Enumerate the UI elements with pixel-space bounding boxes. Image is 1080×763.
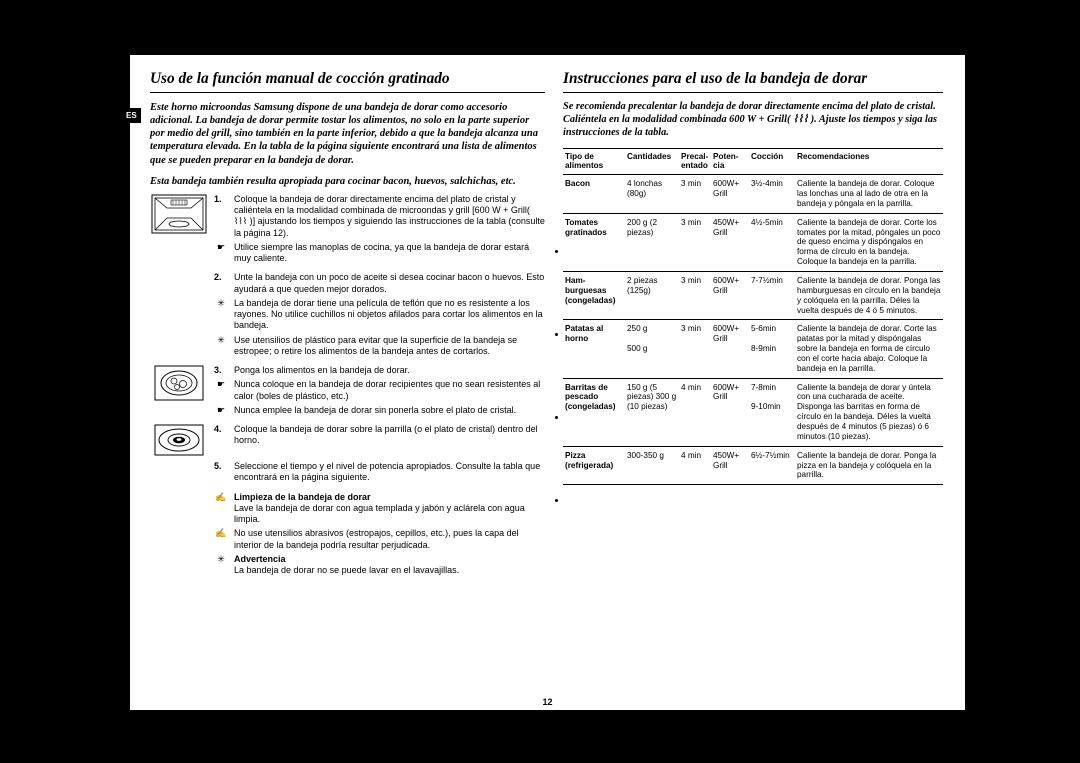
cell-preheat: 3 min	[679, 320, 711, 378]
cell-power: 450W+ Grill	[711, 213, 749, 271]
cell-preheat: 3 min	[679, 175, 711, 214]
step-4: 4.Coloque la bandeja de dorar sobre la p…	[150, 424, 545, 456]
cell-rec: Caliente la bandeja de dorar. Coloque la…	[795, 175, 943, 214]
cell-cook: 4½-5min	[749, 213, 795, 271]
warn-bullet1: No use utensilios abrasivos (estropajos,…	[234, 528, 545, 551]
cell-cook: 7-7½min	[749, 272, 795, 320]
step5-text: Seleccione el tiempo y el nivel de poten…	[234, 461, 545, 484]
microwave-interior-icon	[150, 194, 208, 268]
th-power: Poten-cia	[711, 148, 749, 175]
cell-qty: 300-350 g	[625, 446, 679, 485]
cell-qty: 4 lonchas (80g)	[625, 175, 679, 214]
cell-rec: Caliente la bandeja de dorar. Ponga las …	[795, 272, 943, 320]
table-row: Barritas de pescado (congeladas)150 g (5…	[563, 378, 943, 446]
cell-power: 600W+ Grill	[711, 175, 749, 214]
left-heading: Uso de la función manual de cocción grat…	[150, 70, 545, 93]
step2-text: Unte la bandeja con un poco de aceite si…	[234, 272, 545, 295]
right-column: Instrucciones para el uso de la bandeja …	[563, 70, 943, 700]
cell-power: 600W+ Grill	[711, 272, 749, 320]
table-row: Tomates gratinados200 g (2 piezas)3 min4…	[563, 213, 943, 271]
plate-on-turntable-icon	[150, 424, 208, 456]
step2-bullet2: Use utensilios de plástico para evitar q…	[234, 335, 545, 358]
plate-food-icon	[150, 365, 208, 419]
step-3: 3.Ponga los alimentos en la bandeja de d…	[150, 365, 545, 419]
cell-qty: 250 g 500 g	[625, 320, 679, 378]
cell-qty: 150 g (5 piezas) 300 g (10 piezas)	[625, 378, 679, 446]
divider-dots	[555, 250, 558, 582]
cell-food: Pizza (refrigerada)	[563, 446, 625, 485]
cell-cook: 7-8min 9-10min	[749, 378, 795, 446]
warn-text: La bandeja de dorar no se puede lavar en…	[234, 565, 459, 575]
hand-icon: ☛	[214, 405, 228, 416]
step4-text: Coloque la bandeja de dorar sobre la par…	[234, 424, 545, 447]
cooking-table: Tipo de alimentos Cantidades Precal-enta…	[563, 148, 943, 486]
note-icon: ✍	[214, 528, 228, 551]
cell-qty: 200 g (2 piezas)	[625, 213, 679, 271]
step3-bullet1: Nunca coloque en la bandeja de dorar rec…	[234, 379, 545, 402]
step3-bullet2: Nunca emplee la bandeja de dorar sin pon…	[234, 405, 545, 416]
cell-rec: Caliente la bandeja de dorar. Corte las …	[795, 320, 943, 378]
manual-page: ES Uso de la función manual de cocción g…	[130, 55, 965, 710]
table-row: Bacon4 lonchas (80g)3 min600W+ Grill3½-4…	[563, 175, 943, 214]
th-rec: Recomendaciones	[795, 148, 943, 175]
hand-icon: ☛	[214, 379, 228, 402]
cell-preheat: 3 min	[679, 272, 711, 320]
left-intro-2: Esta bandeja también resulta apropiada p…	[150, 175, 545, 188]
cell-power: 600W+ Grill	[711, 378, 749, 446]
cell-rec: Caliente la bandeja de dorar y úntela co…	[795, 378, 943, 446]
step-1: 1.Coloque la bandeja de dorar directamen…	[150, 194, 545, 268]
cell-food: Tomates gratinados	[563, 213, 625, 271]
cell-qty: 2 piezas (125g)	[625, 272, 679, 320]
cell-preheat: 4 min	[679, 446, 711, 485]
cell-food: Ham-burguesas (congeladas)	[563, 272, 625, 320]
step1-text: Coloque la bandeja de dorar directamente…	[234, 194, 545, 239]
th-qty: Cantidades	[625, 148, 679, 175]
note-icon: ✍	[214, 492, 228, 526]
hand-icon: ☛	[214, 242, 228, 265]
cell-preheat: 4 min	[679, 378, 711, 446]
cleaning-section: ✍ Limpieza de la bandeja de dorarLave la …	[150, 492, 545, 580]
language-badge: ES	[122, 108, 141, 123]
cell-rec: Caliente la bandeja de dorar. Ponga la p…	[795, 446, 943, 485]
table-header-row: Tipo de alimentos Cantidades Precal-enta…	[563, 148, 943, 175]
warn-head: Advertencia	[234, 554, 286, 564]
cell-cook: 3½-4min	[749, 175, 795, 214]
step3-text: Ponga los alimentos en la bandeja de dor…	[234, 365, 545, 376]
step2-bullet1: La bandeja de dorar tiene una película d…	[234, 298, 545, 332]
cell-cook: 6½-7½min	[749, 446, 795, 485]
cell-power: 600W+ Grill	[711, 320, 749, 378]
asterisk-icon: ✳	[214, 554, 228, 577]
asterisk-icon: ✳	[214, 298, 228, 332]
cell-preheat: 3 min	[679, 213, 711, 271]
page-number: 12	[542, 697, 552, 707]
left-column: ES Uso de la función manual de cocción g…	[150, 70, 545, 700]
cell-rec: Caliente la bandeja de dorar. Corte los …	[795, 213, 943, 271]
th-food: Tipo de alimentos	[563, 148, 625, 175]
th-preheat: Precal-entado	[679, 148, 711, 175]
cell-food: Barritas de pescado (congeladas)	[563, 378, 625, 446]
clean-head: Limpieza de la bandeja de dorar	[234, 492, 371, 502]
cell-cook: 5-6min 8-9min	[749, 320, 795, 378]
steps-list: 1.Coloque la bandeja de dorar directamen…	[150, 194, 545, 580]
table-row: Patatas al horno250 g 500 g3 min600W+ Gr…	[563, 320, 943, 378]
clean-text: Lave la bandeja de dorar con agua templa…	[234, 503, 525, 524]
step-2: 2.Unte la bandeja con un poco de aceite …	[150, 272, 545, 360]
right-intro: Se recomienda precalentar la bandeja de …	[563, 101, 943, 140]
table-row: Ham-burguesas (congeladas)2 piezas (125g…	[563, 272, 943, 320]
th-cook: Cocción	[749, 148, 795, 175]
step1-bullet1: Utilice siempre las manoplas de cocina, …	[234, 242, 545, 265]
table-row: Pizza (refrigerada)300-350 g4 min450W+ G…	[563, 446, 943, 485]
right-heading: Instrucciones para el uso de la bandeja …	[563, 70, 943, 93]
step-5: 5.Seleccione el tiempo y el nivel de pot…	[150, 461, 545, 487]
asterisk-icon: ✳	[214, 335, 228, 358]
cell-food: Bacon	[563, 175, 625, 214]
cell-power: 450W+ Grill	[711, 446, 749, 485]
left-intro-1: Este horno microondas Samsung dispone de…	[150, 101, 545, 167]
cell-food: Patatas al horno	[563, 320, 625, 378]
